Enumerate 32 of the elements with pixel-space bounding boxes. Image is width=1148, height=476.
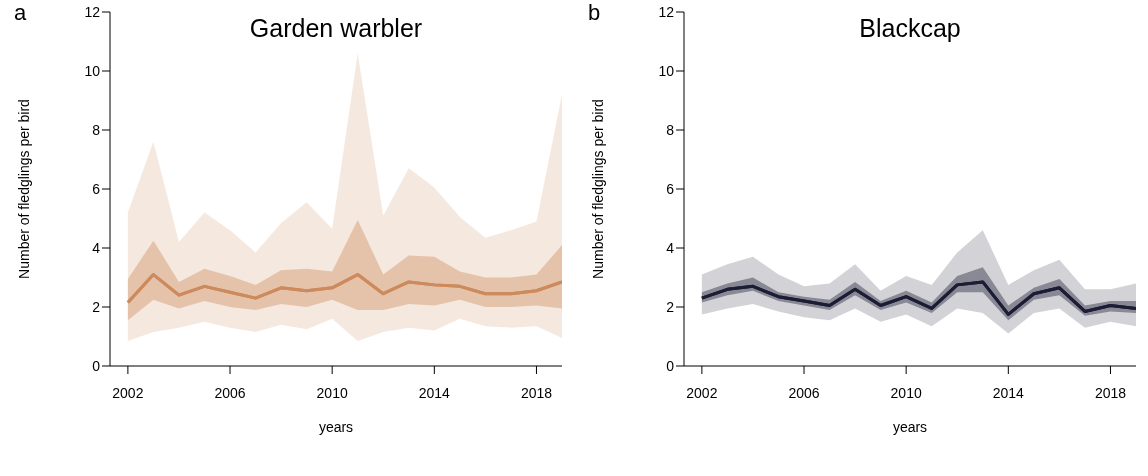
x-axis-title: years [318,419,354,435]
x-tick-label: 2002 [112,384,144,401]
y-tick-label: 4 [92,239,101,256]
y-tick-label: 0 [92,357,101,374]
x-tick-label: 2018 [520,384,553,401]
y-tick-label: 2 [666,298,675,315]
x-tick-label: 2002 [686,384,718,401]
y-tick-label: 8 [666,121,675,138]
y-tick-label: 12 [84,3,101,20]
x-tick-label: 2018 [1094,384,1127,401]
y-tick-label: 0 [666,357,675,374]
y-tick-label: 4 [666,239,675,256]
x-tick-label: 2014 [992,384,1025,401]
y-tick-label: 6 [666,180,675,197]
y-tick-label: 10 [84,62,101,79]
x-tick-label: 2010 [316,384,348,401]
text: b [588,0,601,26]
y-tick-label: 6 [92,180,101,197]
x-tick-label: 2010 [890,384,922,401]
text: a [14,0,27,26]
x-tick-label: 2014 [418,384,451,401]
chart-title: Blackcap [858,14,962,43]
y-axis-title: Number of fledglings per bird [589,99,606,279]
y-tick-label: 8 [92,121,101,138]
chart-title: Garden warbler [248,14,424,43]
x-axis-title: years [892,419,928,435]
x-tick-label: 2006 [214,384,246,401]
y-tick-label: 2 [92,298,101,315]
y-tick-label: 10 [658,62,675,79]
y-tick-label: 12 [658,3,675,20]
y-axis-title: Number of fledglings per bird [15,99,32,279]
x-tick-label: 2006 [788,384,820,401]
